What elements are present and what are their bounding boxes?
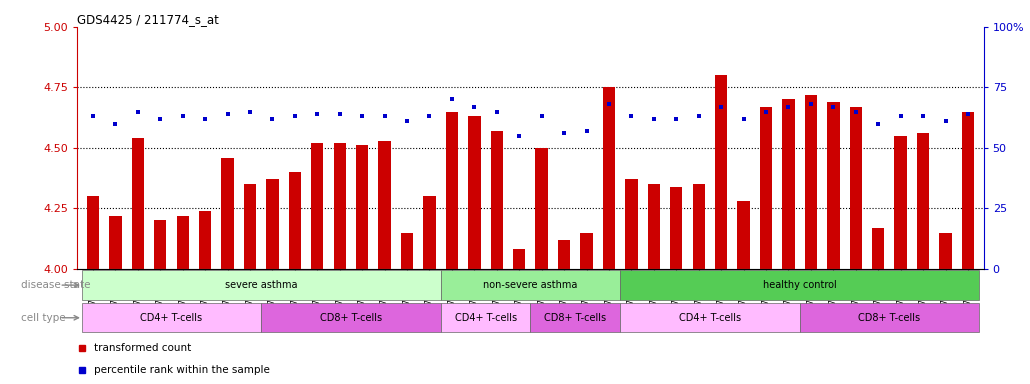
Bar [530, 303, 620, 333]
Bar [648, 184, 660, 269]
Bar [334, 143, 346, 269]
Bar [378, 141, 390, 269]
Bar [620, 270, 980, 300]
Bar [783, 99, 794, 269]
Bar [244, 184, 256, 269]
Bar [132, 138, 144, 269]
Text: non-severe asthma: non-severe asthma [483, 280, 578, 290]
Text: CD4+ T-cells: CD4+ T-cells [454, 313, 517, 323]
Text: percentile rank within the sample: percentile rank within the sample [94, 365, 270, 375]
Bar [827, 102, 839, 269]
Bar [692, 184, 705, 269]
Bar [804, 94, 817, 269]
Bar [221, 157, 234, 269]
Bar [356, 146, 369, 269]
Bar [154, 220, 167, 269]
Text: severe asthma: severe asthma [225, 280, 298, 290]
Bar [671, 187, 683, 269]
Bar [81, 270, 441, 300]
Bar [288, 172, 301, 269]
Bar [81, 303, 262, 333]
Text: GDS4425 / 211774_s_at: GDS4425 / 211774_s_at [77, 13, 219, 26]
Bar [441, 303, 530, 333]
Bar [580, 232, 592, 269]
Bar [176, 215, 188, 269]
Text: CD4+ T-cells: CD4+ T-cells [140, 313, 203, 323]
Bar [737, 201, 750, 269]
Bar [603, 87, 615, 269]
Text: disease state: disease state [22, 280, 91, 290]
Bar [423, 196, 436, 269]
Text: cell type: cell type [22, 313, 66, 323]
Bar [620, 303, 799, 333]
Bar [939, 232, 952, 269]
Bar [262, 303, 441, 333]
Bar [490, 131, 503, 269]
Text: CD8+ T-cells: CD8+ T-cells [858, 313, 921, 323]
Bar [267, 179, 278, 269]
Text: CD8+ T-cells: CD8+ T-cells [544, 313, 607, 323]
Bar [469, 116, 481, 269]
Bar [311, 143, 323, 269]
Bar [760, 107, 772, 269]
Bar [917, 133, 929, 269]
Bar [513, 250, 525, 269]
Bar [87, 196, 99, 269]
Bar [872, 228, 885, 269]
Bar [962, 111, 974, 269]
Bar [199, 211, 211, 269]
Bar [441, 270, 620, 300]
Text: CD4+ T-cells: CD4+ T-cells [679, 313, 741, 323]
Bar [109, 215, 122, 269]
Bar [894, 136, 906, 269]
Bar [401, 232, 413, 269]
Bar [850, 107, 862, 269]
Text: healthy control: healthy control [763, 280, 836, 290]
Bar [799, 303, 980, 333]
Bar [536, 148, 548, 269]
Bar [446, 111, 458, 269]
Bar [715, 75, 727, 269]
Bar [558, 240, 571, 269]
Text: transformed count: transformed count [94, 343, 191, 353]
Text: CD8+ T-cells: CD8+ T-cells [320, 313, 382, 323]
Bar [625, 179, 638, 269]
